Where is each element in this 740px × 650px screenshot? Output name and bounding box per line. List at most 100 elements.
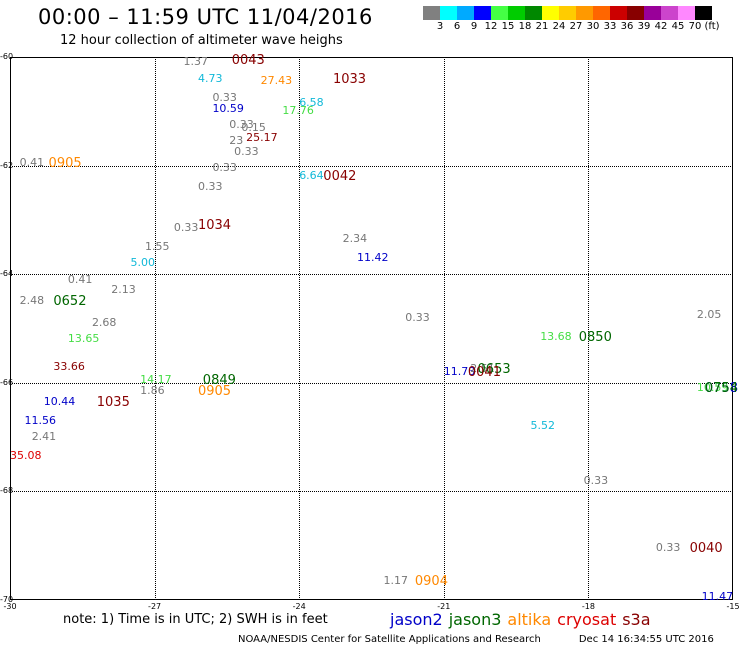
wave-height-label: 5.52 (530, 419, 556, 433)
wave-height-label: 0.33 (173, 221, 199, 235)
pass-time-label: 0043 (231, 52, 265, 68)
color-swatch (661, 6, 678, 20)
color-scale-label: 30 (586, 21, 600, 32)
wave-height-label: 13.68 (540, 329, 572, 343)
x-tick-label: -30 (3, 602, 17, 611)
wave-height-label: 11.47 (701, 590, 734, 604)
wave-height-label: 2.41 (31, 430, 57, 444)
y-tick-label: -66 (0, 377, 14, 387)
map-title: 00:00 – 11:59 UTC 11/04/2016 (38, 5, 373, 29)
wave-height-label: 1.37 (183, 55, 209, 69)
color-swatch (508, 6, 525, 20)
x-tick-label: -24 (292, 602, 306, 611)
wave-height-label: 0.33 (229, 117, 254, 131)
wave-height-label: 6.58 (299, 96, 324, 110)
wave-height-label: 2.48 (19, 294, 45, 308)
color-scale-label: 45 (671, 21, 685, 32)
color-scale-label: 6 (453, 21, 461, 32)
x-tick-label: -18 (581, 602, 595, 611)
color-scale-label: 21 (535, 21, 549, 32)
pass-time-label: 1034 (197, 218, 232, 234)
legend-item-jason3: jason3 (448, 610, 502, 629)
wave-height-label: 4.73 (197, 71, 223, 85)
wave-height-label: 1.17 (383, 573, 409, 587)
color-swatch (542, 6, 559, 20)
color-swatch (423, 6, 440, 20)
y-tick-label: -68 (0, 486, 14, 496)
color-scale-label: 18 (518, 21, 532, 32)
pass-time-label: 0758 (704, 381, 738, 397)
color-swatch (474, 6, 491, 20)
satellite-legend: jason2 jason3 altika cryosat s3a (390, 610, 657, 629)
wave-height-label: 2.13 (111, 283, 136, 297)
color-scale-label: (ft) (704, 21, 720, 32)
wave-height-label: 10.59 (212, 101, 244, 115)
color-scale-label: 42 (654, 21, 668, 32)
map-subtitle: 12 hour collection of altimeter wave hei… (60, 33, 343, 48)
wave-height-label: 33.66 (53, 359, 85, 373)
color-swatch (644, 6, 661, 20)
color-scale-labels: 3 6 9 12 15 18 21 24 27 30 33 36 39 42 45 70 (ft) (423, 21, 740, 33)
map-plot-area (10, 57, 733, 600)
color-swatch (559, 6, 576, 20)
color-swatch (678, 6, 695, 20)
color-scale-label: 39 (637, 21, 651, 32)
wave-height-label: 17.76 (282, 104, 314, 118)
footer: NOAA/NESDIS Center for Satellite Applica… (238, 634, 714, 645)
wave-height-label: 2.34 (342, 231, 368, 245)
legend-item-jason2: jason2 (390, 610, 443, 629)
pass-time-label: 1035 (96, 394, 130, 410)
grid-line-meridian (299, 57, 301, 600)
wave-height-label: 14.17 (140, 373, 172, 387)
grid-line-parallel (10, 165, 733, 167)
wave-height-label: 0.33 (234, 145, 259, 159)
wave-height-label: 0.33 (583, 473, 609, 487)
grid-line-meridian (154, 57, 156, 600)
wave-height-label: 13.65 (67, 332, 100, 346)
wave-height-label: 27.43 (260, 74, 293, 88)
pass-time-label: 0905 (48, 155, 82, 171)
wave-height-label: 10.44 (43, 394, 76, 408)
wave-height-label: 0.41 (67, 272, 93, 286)
color-scale-label: 12 (484, 21, 498, 32)
grid-line-parallel (10, 382, 733, 384)
wave-height-label: 0.33 (197, 180, 223, 194)
color-swatch (491, 6, 508, 20)
x-tick-label: -21 (437, 602, 451, 611)
color-scale-label: 33 (603, 21, 617, 32)
grid-line-parallel (10, 274, 733, 276)
footer-credit: NOAA/NESDIS Center for Satellite Applica… (238, 634, 541, 645)
wave-height-label: 11.42 (357, 250, 389, 264)
pass-time-label: 0042 (323, 169, 357, 185)
wave-height-label: 11.56 (24, 413, 56, 427)
pass-time-label: 0849 (202, 373, 236, 389)
wave-height-label: 1.86 (140, 383, 165, 397)
wave-height-label: 0.33 (212, 90, 237, 104)
color-swatch (593, 6, 610, 20)
color-swatch (610, 6, 627, 20)
wave-height-label: 5.00 (130, 256, 156, 270)
note-text: note: 1) Time is in UTC; 2) SWH is in fe… (63, 612, 328, 627)
grid-line-parallel (10, 491, 733, 493)
pass-time-label: 0652 (53, 294, 87, 310)
wave-height-label: 0.33 (212, 161, 237, 175)
x-tick-label: -15 (726, 602, 740, 611)
wave-height-label: 35.08 (10, 449, 42, 463)
color-swatch (525, 6, 542, 20)
color-scale-label: 24 (552, 21, 566, 32)
pass-time-label: 0904 (414, 573, 448, 589)
pass-time-label: 0850 (578, 329, 612, 345)
y-tick-label: -64 (0, 269, 14, 279)
y-tick-label: -62 (0, 160, 14, 170)
color-scale-label: 70 (688, 21, 702, 32)
color-scale-label: 15 (501, 21, 515, 32)
legend-item-cryosat: cryosat (557, 610, 617, 629)
x-tick-label: -27 (148, 602, 162, 611)
wave-height-label: 2.68 (91, 316, 117, 330)
legend-item-s3a: s3a (622, 610, 651, 629)
pass-time-label: 1033 (332, 71, 367, 87)
wave-height-label: 10.59 (696, 381, 729, 395)
color-swatch (695, 6, 712, 20)
pass-time-label: 0905 (197, 383, 232, 399)
color-swatch (576, 6, 593, 20)
